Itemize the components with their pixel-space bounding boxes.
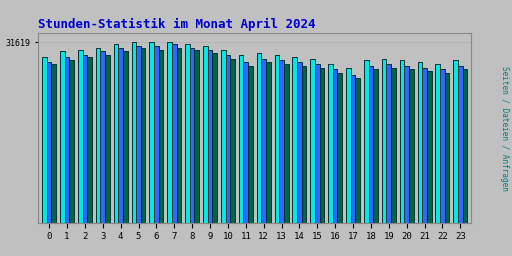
Text: Seiten / Dateien / Anfragen: Seiten / Dateien / Anfragen xyxy=(500,66,509,190)
Bar xyxy=(436,64,440,223)
Bar xyxy=(284,64,288,223)
Bar xyxy=(208,49,212,223)
Bar xyxy=(82,55,87,223)
Bar xyxy=(458,66,463,223)
Bar xyxy=(177,48,181,223)
Bar xyxy=(292,57,297,223)
Bar xyxy=(123,51,127,223)
Bar xyxy=(96,48,100,223)
Bar xyxy=(364,60,369,223)
Bar xyxy=(105,55,110,223)
Bar xyxy=(266,62,271,223)
Bar xyxy=(51,64,56,223)
Bar xyxy=(114,44,118,223)
Bar xyxy=(190,48,195,223)
Bar xyxy=(355,78,360,223)
Bar xyxy=(257,53,261,223)
Bar xyxy=(274,55,279,223)
Bar xyxy=(261,59,266,223)
Bar xyxy=(319,68,324,223)
Bar xyxy=(248,66,253,223)
Bar xyxy=(226,55,230,223)
Bar xyxy=(65,57,69,223)
Bar xyxy=(440,69,445,223)
Bar xyxy=(409,69,414,223)
Bar xyxy=(400,60,404,223)
Bar xyxy=(42,57,47,223)
Bar xyxy=(453,60,458,223)
Bar xyxy=(418,62,422,223)
Bar xyxy=(391,68,396,223)
Bar xyxy=(297,62,302,223)
Bar xyxy=(60,51,65,223)
Bar xyxy=(369,66,373,223)
Bar xyxy=(239,55,244,223)
Bar xyxy=(100,51,105,223)
Bar xyxy=(328,64,333,223)
Bar xyxy=(87,57,92,223)
Bar xyxy=(244,62,248,223)
Bar xyxy=(221,49,226,223)
Bar xyxy=(333,69,337,223)
Bar xyxy=(346,68,351,223)
Bar xyxy=(382,59,387,223)
Bar xyxy=(463,69,467,223)
Bar xyxy=(172,44,177,223)
Bar xyxy=(159,49,163,223)
Bar xyxy=(150,42,154,223)
Bar xyxy=(78,49,82,223)
Bar xyxy=(167,42,172,223)
Bar xyxy=(445,73,450,223)
Bar xyxy=(69,60,74,223)
Bar xyxy=(132,42,136,223)
Bar xyxy=(212,53,217,223)
Bar xyxy=(185,44,190,223)
Bar xyxy=(203,46,208,223)
Bar xyxy=(351,75,355,223)
Bar xyxy=(136,46,141,223)
Bar xyxy=(427,71,432,223)
Bar xyxy=(195,49,199,223)
Bar xyxy=(315,64,319,223)
Bar xyxy=(302,66,306,223)
Bar xyxy=(387,64,391,223)
Bar xyxy=(279,60,284,223)
Bar xyxy=(422,68,427,223)
Text: Stunden-Statistik im Monat April 2024: Stunden-Statistik im Monat April 2024 xyxy=(38,18,316,31)
Bar xyxy=(141,48,145,223)
Bar xyxy=(118,48,123,223)
Bar xyxy=(373,69,378,223)
Bar xyxy=(47,62,51,223)
Bar xyxy=(230,59,235,223)
Bar xyxy=(404,66,409,223)
Bar xyxy=(154,46,159,223)
Bar xyxy=(310,59,315,223)
Bar xyxy=(337,73,342,223)
